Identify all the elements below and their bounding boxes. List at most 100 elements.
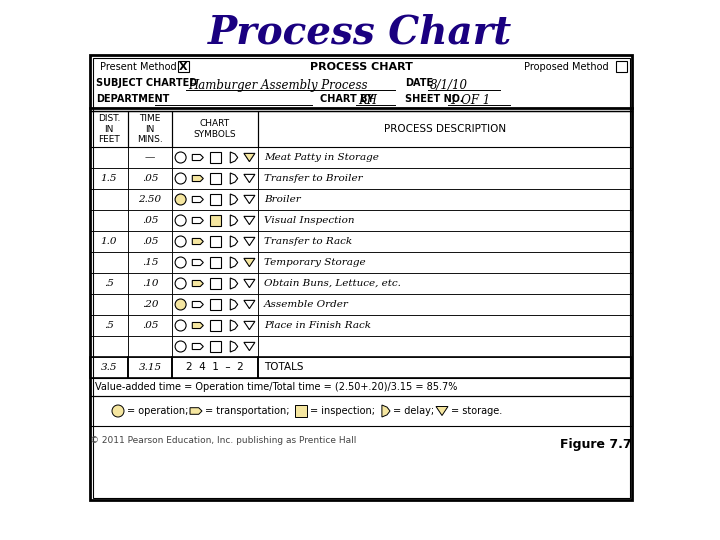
Bar bbox=[258, 111, 632, 147]
Polygon shape bbox=[244, 321, 255, 329]
Polygon shape bbox=[192, 154, 203, 160]
Bar bbox=[258, 336, 632, 357]
Text: = storage.: = storage. bbox=[451, 406, 503, 416]
Polygon shape bbox=[192, 301, 203, 307]
Bar bbox=[172, 252, 258, 273]
Circle shape bbox=[175, 278, 186, 289]
Polygon shape bbox=[192, 218, 203, 224]
Text: X: X bbox=[179, 62, 187, 72]
Polygon shape bbox=[190, 408, 202, 414]
Text: 8/1/10: 8/1/10 bbox=[430, 78, 468, 91]
Bar bbox=[172, 111, 258, 147]
Circle shape bbox=[175, 152, 186, 163]
Polygon shape bbox=[244, 342, 255, 350]
Text: .10: .10 bbox=[142, 279, 158, 288]
Bar bbox=[128, 336, 172, 357]
Bar bbox=[258, 231, 632, 252]
Text: .05: .05 bbox=[142, 216, 158, 225]
Text: .05: .05 bbox=[142, 321, 158, 330]
Text: 1.5: 1.5 bbox=[101, 174, 117, 183]
Polygon shape bbox=[230, 194, 238, 205]
Bar bbox=[128, 210, 172, 231]
Polygon shape bbox=[230, 236, 238, 247]
Text: SUBJECT CHARTED: SUBJECT CHARTED bbox=[96, 78, 197, 88]
Polygon shape bbox=[192, 197, 203, 202]
Text: DEPARTMENT: DEPARTMENT bbox=[96, 94, 169, 104]
Polygon shape bbox=[192, 343, 203, 349]
Circle shape bbox=[175, 299, 186, 310]
Polygon shape bbox=[230, 320, 238, 331]
Bar bbox=[210, 215, 220, 226]
Bar bbox=[128, 294, 172, 315]
Circle shape bbox=[175, 257, 186, 268]
Text: TOTALS: TOTALS bbox=[264, 362, 304, 373]
Text: PROCESS CHART: PROCESS CHART bbox=[310, 62, 413, 72]
Bar bbox=[172, 273, 258, 294]
Bar bbox=[92, 57, 629, 497]
Bar bbox=[258, 357, 632, 378]
Text: TIME
IN
MINS.: TIME IN MINS. bbox=[137, 114, 163, 144]
Bar bbox=[90, 378, 632, 396]
Bar bbox=[616, 61, 627, 72]
Text: DATE: DATE bbox=[405, 78, 433, 88]
Bar bbox=[210, 320, 220, 331]
Bar bbox=[210, 299, 220, 310]
Text: Visual Inspection: Visual Inspection bbox=[264, 216, 354, 225]
Text: Assemble Order: Assemble Order bbox=[264, 300, 349, 309]
Text: Value-added time = Operation time/Total time = (2.50+.20)/3.15 = 85.7%: Value-added time = Operation time/Total … bbox=[95, 382, 457, 392]
Text: 3.5: 3.5 bbox=[101, 363, 117, 372]
Polygon shape bbox=[192, 239, 203, 245]
Bar bbox=[128, 189, 172, 210]
Bar bbox=[172, 231, 258, 252]
Text: Meat Patty in Storage: Meat Patty in Storage bbox=[264, 153, 379, 162]
Bar bbox=[258, 147, 632, 168]
Bar bbox=[128, 111, 172, 147]
Bar bbox=[90, 252, 128, 273]
Polygon shape bbox=[244, 300, 255, 309]
Text: 1.0: 1.0 bbox=[101, 237, 117, 246]
Circle shape bbox=[112, 405, 124, 417]
Bar bbox=[210, 236, 220, 247]
Bar bbox=[90, 396, 632, 426]
Bar bbox=[128, 147, 172, 168]
Bar bbox=[90, 273, 128, 294]
Bar bbox=[90, 231, 128, 252]
Bar bbox=[90, 336, 128, 357]
Polygon shape bbox=[230, 173, 238, 184]
Bar bbox=[172, 315, 258, 336]
Polygon shape bbox=[230, 152, 238, 163]
Bar bbox=[90, 189, 128, 210]
Text: Transfer to Rack: Transfer to Rack bbox=[264, 237, 352, 246]
Bar bbox=[172, 336, 258, 357]
Bar bbox=[295, 405, 307, 417]
Bar bbox=[128, 357, 172, 378]
Bar bbox=[172, 357, 258, 378]
Circle shape bbox=[175, 194, 186, 205]
Text: = inspection;: = inspection; bbox=[310, 406, 375, 416]
Bar bbox=[90, 315, 128, 336]
Bar bbox=[90, 210, 128, 231]
Text: Present Method: Present Method bbox=[100, 62, 176, 72]
Circle shape bbox=[175, 320, 186, 331]
Polygon shape bbox=[230, 278, 238, 289]
Text: = delay;: = delay; bbox=[393, 406, 434, 416]
Text: = operation;: = operation; bbox=[127, 406, 189, 416]
Text: CHART
SYMBOLS: CHART SYMBOLS bbox=[194, 119, 236, 139]
Polygon shape bbox=[244, 279, 255, 288]
Text: Place in Finish Rack: Place in Finish Rack bbox=[264, 321, 371, 330]
Polygon shape bbox=[244, 258, 255, 267]
Text: 2.50: 2.50 bbox=[138, 195, 161, 204]
Bar bbox=[172, 210, 258, 231]
Polygon shape bbox=[192, 322, 203, 328]
Bar bbox=[90, 357, 128, 378]
Polygon shape bbox=[230, 215, 238, 226]
Bar bbox=[210, 341, 220, 352]
Bar bbox=[172, 168, 258, 189]
Bar bbox=[90, 168, 128, 189]
Polygon shape bbox=[244, 238, 255, 246]
Text: .20: .20 bbox=[142, 300, 158, 309]
Bar bbox=[90, 294, 128, 315]
Text: 1 OF 1: 1 OF 1 bbox=[450, 94, 490, 107]
Bar bbox=[210, 173, 220, 184]
Text: KH: KH bbox=[358, 94, 377, 107]
